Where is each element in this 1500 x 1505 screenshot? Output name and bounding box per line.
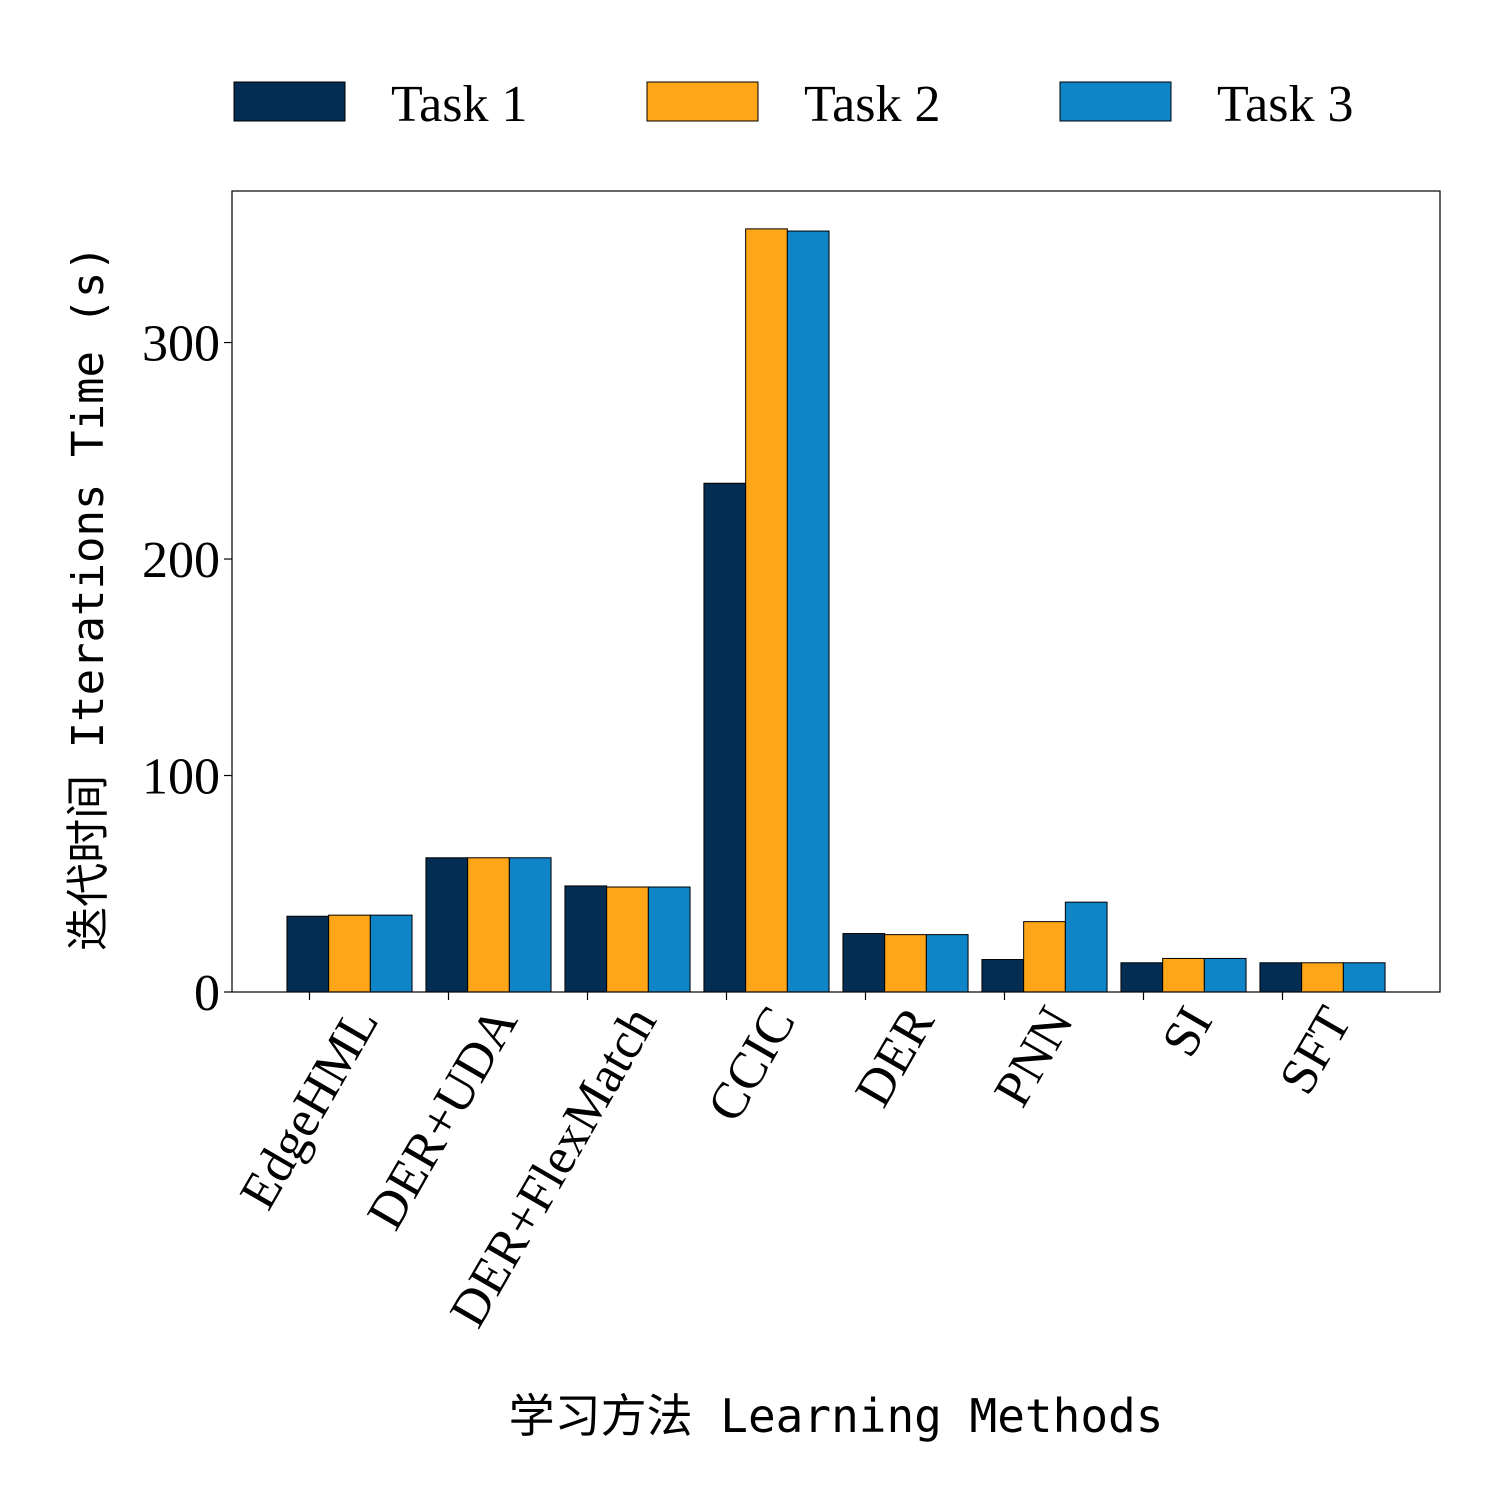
plot-frame	[231, 190, 1441, 993]
bar-ccic-task-2	[745, 228, 788, 993]
bar-sft-task-1	[1259, 962, 1303, 993]
bar-pnn-task-1	[981, 959, 1025, 993]
bar-si-task-1	[1120, 962, 1164, 993]
x-tick-label: EdgeHML	[229, 998, 390, 1219]
legend-label-task-1: Task 1	[391, 76, 527, 133]
bar-der-flexmatch-task-1	[564, 885, 608, 993]
bar-ccic-task-1	[703, 482, 747, 993]
bar-edgehml-task-3	[369, 914, 413, 993]
bar-pnn-task-2	[1023, 921, 1066, 993]
x-axis-label: 学习方法 Learning Methods	[509, 1389, 1164, 1443]
y-tick-label: 300	[142, 316, 220, 373]
bar-der-flexmatch-task-3	[647, 886, 691, 993]
y-tick-label: 100	[142, 749, 220, 806]
x-tick-label: SI	[1151, 998, 1223, 1067]
bar-der-task-3	[925, 934, 969, 993]
bar-der-uda-task-2	[467, 857, 510, 993]
legend-label-task-2: Task 2	[804, 76, 940, 133]
bar-der-task-1	[842, 933, 886, 993]
bar-si-task-3	[1203, 957, 1247, 993]
bar-si-task-2	[1162, 957, 1205, 993]
bar-der-uda-task-1	[425, 857, 469, 993]
bar-edgehml-task-2	[328, 914, 371, 993]
x-tick-label: SFT	[1269, 998, 1363, 1104]
bar-der-task-2	[884, 934, 927, 993]
x-tick-label: DER	[845, 997, 947, 1116]
legend-swatch-task-3	[1059, 81, 1172, 122]
y-tick-label: 0	[194, 965, 220, 1022]
bar-der-uda-task-3	[508, 857, 552, 993]
y-axis-label: 迭代时间 Iterations Time (s)	[63, 245, 114, 951]
bars	[286, 228, 1386, 993]
bar-ccic-task-3	[786, 230, 830, 993]
bar-sft-task-3	[1342, 962, 1386, 993]
y-axis: 0 100 200 300	[142, 316, 232, 1022]
legend-swatch-task-1	[233, 81, 346, 122]
bar-pnn-task-3	[1064, 901, 1108, 993]
bar-der-flexmatch-task-2	[606, 886, 649, 993]
bar-sft-task-2	[1301, 962, 1344, 993]
legend-swatch-task-2	[646, 81, 759, 122]
bar-edgehml-task-1	[286, 915, 330, 993]
x-tick-label: PNN	[984, 998, 1085, 1117]
legend: Task 1 Task 2 Task 3	[233, 76, 1353, 133]
x-tick-label: CCIC	[697, 998, 807, 1132]
y-tick-label: 200	[142, 532, 220, 589]
legend-label-task-3: Task 3	[1217, 76, 1353, 133]
